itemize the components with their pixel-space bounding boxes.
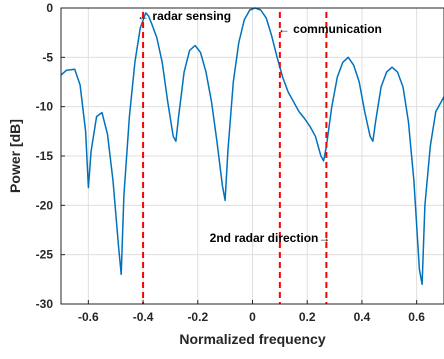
x-tick-label: -0.6 — [78, 310, 99, 324]
marker-annotation: 2nd radar direction→ — [210, 231, 331, 245]
x-tick-label: 0.4 — [354, 310, 371, 324]
y-tick-label: -5 — [42, 50, 53, 64]
grid — [61, 7, 444, 305]
x-tick-label: -0.2 — [187, 310, 208, 324]
x-axis-label: Normalized frequency — [179, 331, 325, 347]
series-line — [60, 7, 444, 286]
marker-annotation: ← radar sensing — [137, 9, 231, 23]
tick-labels: -0.6 -0.4 -0.2 0 0.2 0.4 0.6 0 -5 -10 -15 -20 -25 -30 — [36, 1, 426, 324]
y-axis-label: Power [dB] — [7, 119, 23, 193]
y-tick-label: -15 — [36, 149, 54, 163]
y-tick-label: -25 — [36, 248, 54, 262]
x-tick-label: 0.6 — [408, 310, 425, 324]
y-tick-label: -10 — [36, 100, 54, 114]
x-tick-label: -0.4 — [133, 310, 154, 324]
x-tick-label: 0.2 — [299, 310, 316, 324]
y-tick-label: -30 — [36, 297, 54, 311]
x-tick-label: 0 — [249, 310, 256, 324]
marker-annotation: ← communication — [278, 22, 382, 36]
plot-area — [60, 7, 444, 286]
annotations: ← radar sensing ← communication 2nd radar … — [137, 9, 382, 245]
y-tick-label: -20 — [36, 198, 54, 212]
y-tick-label: 0 — [46, 1, 53, 15]
marker-lines — [142, 12, 328, 304]
axes — [60, 7, 444, 305]
